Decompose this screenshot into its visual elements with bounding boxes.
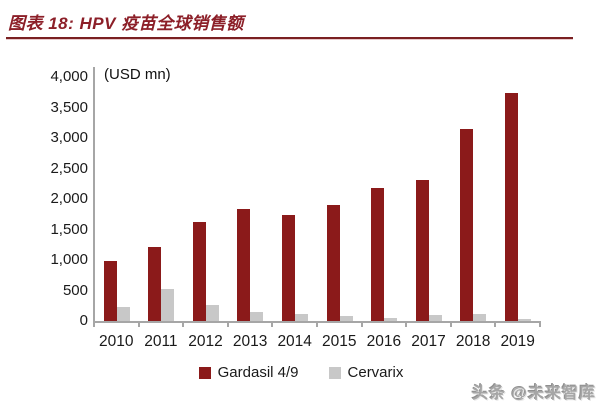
bar-cervarix-2018 <box>473 314 487 321</box>
y-tick-label: 500 <box>62 281 88 299</box>
bar-gardasil-4-9-2019 <box>504 93 518 321</box>
bar-cervarix-2016 <box>384 318 398 321</box>
legend-swatch-icon <box>328 366 341 379</box>
x-tick-label-2011: 2011 <box>144 333 178 350</box>
bar-gardasil-4-9-2011 <box>148 247 162 321</box>
title-underline <box>6 37 573 39</box>
bar-gardasil-4-9-2015 <box>326 205 340 321</box>
legend-item-cervarix: Cervarix <box>328 364 404 381</box>
y-tick-label: 1,500 <box>50 220 88 238</box>
bar-gardasil-4-9-2016 <box>371 188 385 321</box>
bar-cervarix-2011 <box>161 289 175 321</box>
x-axis-tick <box>226 323 229 327</box>
y-tick-label: 0 <box>79 312 88 329</box>
figure-title: 图表 18: HPV 疫苗全球销售额 <box>8 14 244 33</box>
x-axis-tick <box>539 323 541 327</box>
legend-label: Cervarix <box>347 364 404 381</box>
watermark: 头条 @未来智库 <box>471 385 596 402</box>
x-tick-label-2010: 2010 <box>99 333 134 350</box>
plot-area <box>94 77 540 321</box>
bar-cervarix-2013 <box>250 312 264 321</box>
bar-cervarix-2019 <box>517 319 531 321</box>
y-axis-line <box>93 67 95 323</box>
x-axis-tick <box>360 323 363 327</box>
x-tick-label-2017: 2017 <box>411 333 446 350</box>
bar-cervarix-2014 <box>294 314 308 321</box>
x-tick-label-2015: 2015 <box>322 333 357 350</box>
x-axis-line <box>93 321 541 323</box>
x-tick-label-2016: 2016 <box>366 333 402 350</box>
bar-gardasil-4-9-2017 <box>415 180 429 321</box>
bar-gardasil-4-9-2010 <box>103 261 117 321</box>
x-axis-tick <box>449 323 452 327</box>
x-axis-tick <box>316 323 318 327</box>
x-axis-tick <box>137 323 140 327</box>
bar-gardasil-4-9-2013 <box>237 209 251 321</box>
bar-cervarix-2017 <box>428 315 442 321</box>
x-tick-label-2014: 2014 <box>277 333 312 350</box>
bar-gardasil-4-9-2012 <box>192 222 206 321</box>
y-tick-label: 1,000 <box>50 251 88 268</box>
bar-gardasil-4-9-2014 <box>281 215 295 321</box>
bar-cervarix-2012 <box>205 305 219 321</box>
y-tick-label: 3,500 <box>50 98 88 116</box>
x-tick-label-2013: 2013 <box>232 333 268 350</box>
y-tick-label: 4,000 <box>50 68 88 85</box>
x-axis-tick <box>271 323 274 327</box>
x-axis-tick <box>93 323 95 327</box>
x-tick-label-2019: 2019 <box>500 333 535 350</box>
legend-label: Gardasil 4/9 <box>217 364 299 381</box>
y-tick-label: 3,000 <box>50 129 88 146</box>
chart-legend: Gardasil 4/9 Cervarix <box>0 364 602 381</box>
x-tick-label-2018: 2018 <box>455 333 491 350</box>
y-axis-unit-label: (USD mn) <box>104 66 171 83</box>
bar-cervarix-2010 <box>116 307 130 321</box>
y-tick-label: 2,000 <box>50 190 88 207</box>
legend-item-gardasil-4-9: Gardasil 4/9 <box>198 364 299 381</box>
x-axis-tick <box>494 323 497 327</box>
legend-swatch-icon <box>198 366 211 379</box>
y-tick-label: 2,500 <box>50 159 88 177</box>
bar-gardasil-4-9-2018 <box>460 129 474 321</box>
x-axis-tick <box>405 323 408 327</box>
x-tick-label-2012: 2012 <box>188 333 223 350</box>
x-axis-tick <box>182 323 185 327</box>
bar-cervarix-2015 <box>339 316 353 321</box>
